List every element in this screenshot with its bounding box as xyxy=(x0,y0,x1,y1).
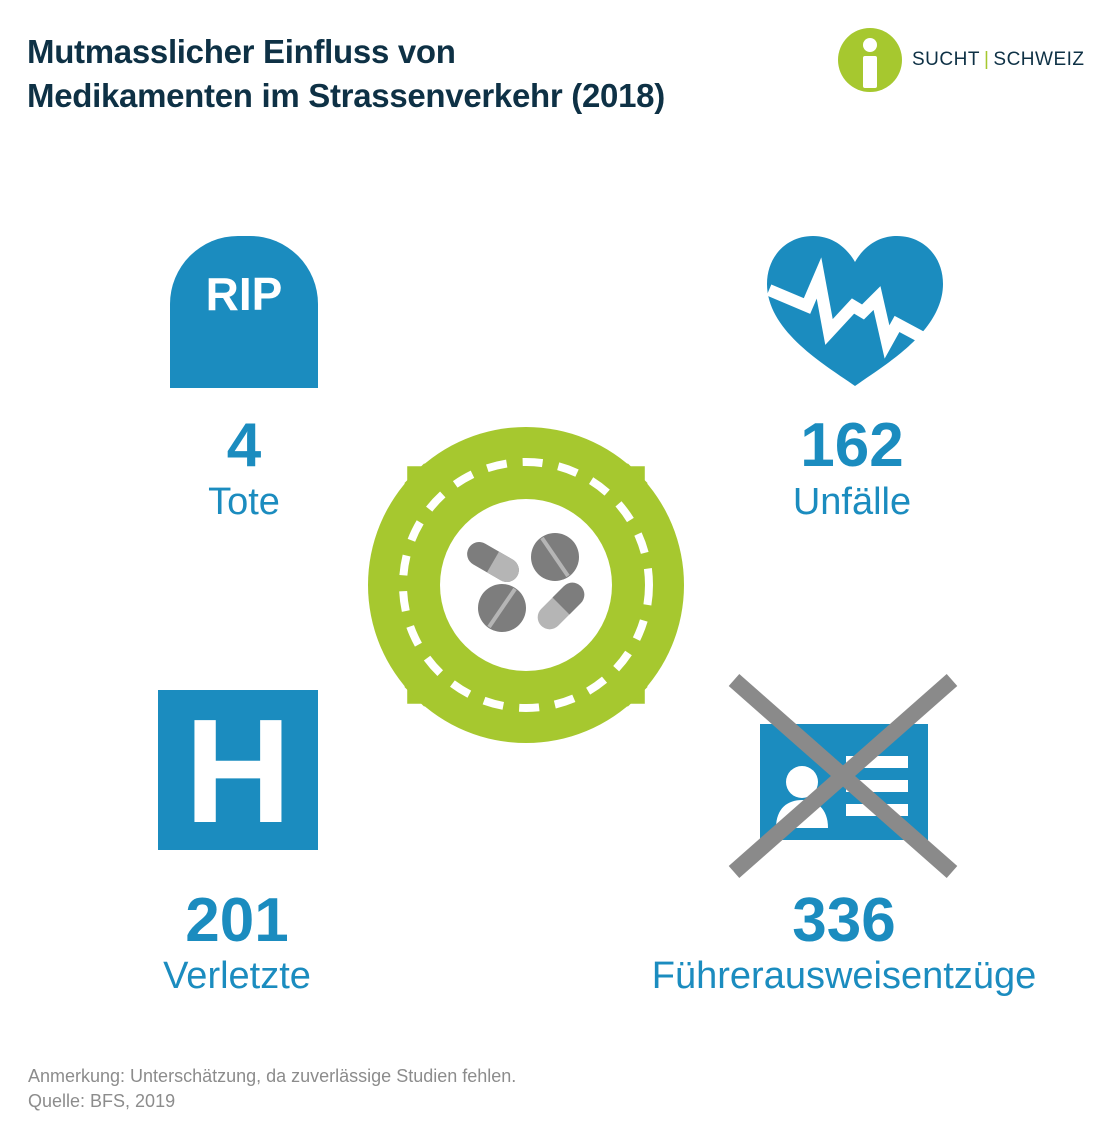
roundabout-pills-icon xyxy=(368,427,684,743)
stat-license-withdrawals-value: 336 xyxy=(792,886,896,955)
stat-license-withdrawals-label: Führerausweisentzüge xyxy=(651,955,1037,997)
logo-word-schweiz: SCHWEIZ xyxy=(993,49,1085,70)
source-note: Quelle: BFS, 2019 xyxy=(28,1091,176,1111)
remark-note: Anmerkung: Unterschätzung, da zuverlässi… xyxy=(28,1066,517,1086)
stat-accidents-label: Unfälle xyxy=(792,481,912,523)
heart-pulse-icon xyxy=(767,236,943,386)
info-person-icon xyxy=(838,28,902,92)
stat-deaths-label: Tote xyxy=(208,481,280,523)
capsule-2 xyxy=(537,582,585,630)
tombstone-text: RIP xyxy=(206,268,283,320)
hospital-icon: H xyxy=(158,690,318,850)
tablet-2 xyxy=(478,584,526,632)
title-line-1: Mutmasslicher Einfluss von xyxy=(27,33,456,70)
stat-accidents-value: 162 xyxy=(800,411,904,480)
capsule-1 xyxy=(467,542,519,582)
stat-injured-label: Verletzte xyxy=(163,955,311,997)
tombstone-icon: RIP xyxy=(170,236,318,388)
logo-wordmark: SUCHT | SCHWEIZ xyxy=(912,49,1085,71)
tablet-1 xyxy=(531,533,579,581)
footnotes: Anmerkung: Unterschätzung, da zuverlässi… xyxy=(28,1064,516,1114)
logo-separator: | xyxy=(983,49,990,70)
page-title: Mutmasslicher Einfluss von Medikamenten … xyxy=(27,30,665,118)
sucht-schweiz-logo: SUCHT | SCHWEIZ xyxy=(838,28,1088,92)
stat-deaths-value: 4 xyxy=(226,411,262,480)
stat-injured-value: 201 xyxy=(185,886,289,955)
title-line-2: Medikamenten im Strassenverkehr (2018) xyxy=(27,77,665,114)
hospital-letter: H xyxy=(185,690,292,850)
logo-word-sucht: SUCHT xyxy=(912,49,980,70)
crossed-license-icon xyxy=(728,673,958,879)
